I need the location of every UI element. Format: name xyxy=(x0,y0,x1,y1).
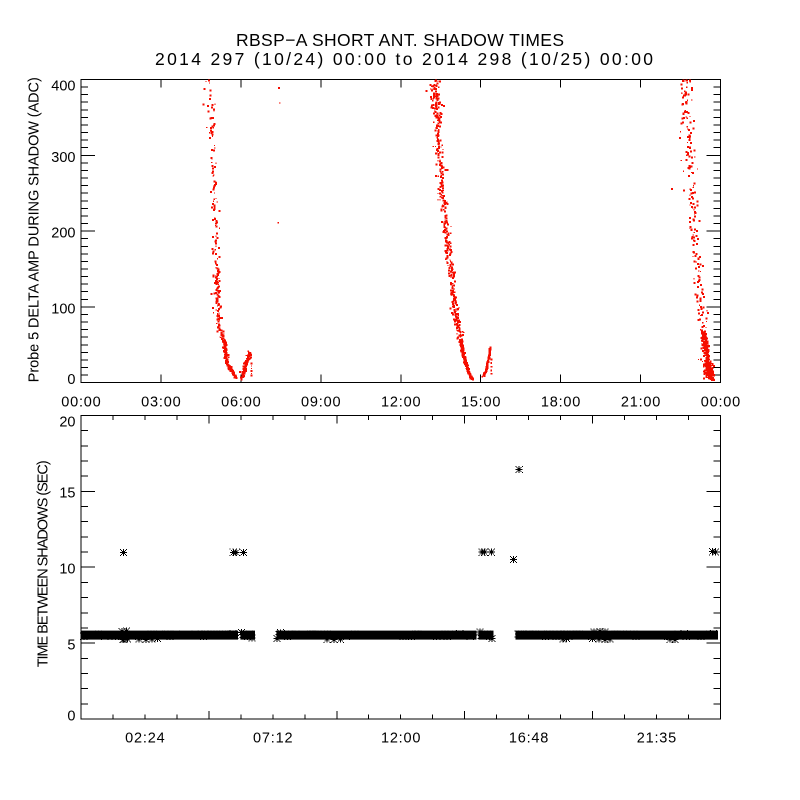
svg-text:TIME BETWEEN SHADOWS (SEC): TIME BETWEEN SHADOWS (SEC) xyxy=(35,460,51,667)
svg-text:10: 10 xyxy=(59,562,75,578)
svg-text:Probe 5 DELTA AMP DURING SHADO: Probe 5 DELTA AMP DURING SHADOW (ADC) xyxy=(26,77,42,382)
svg-text:2014 297 (10/24) 00:00 to 2014: 2014 297 (10/24) 00:00 to 2014 298 (10/2… xyxy=(155,49,653,69)
svg-text:07:12: 07:12 xyxy=(253,730,293,746)
svg-text:02:24: 02:24 xyxy=(125,730,165,746)
svg-text:21:35: 21:35 xyxy=(637,730,677,746)
svg-text:5: 5 xyxy=(67,637,75,653)
svg-text:400: 400 xyxy=(51,79,75,95)
svg-text:03:00: 03:00 xyxy=(141,394,181,410)
svg-text:0: 0 xyxy=(67,708,75,724)
svg-text:16:48: 16:48 xyxy=(509,730,549,746)
svg-text:00:00: 00:00 xyxy=(701,394,741,410)
svg-text:21:00: 21:00 xyxy=(621,394,661,410)
svg-text:00:00: 00:00 xyxy=(61,394,101,410)
svg-text:15:00: 15:00 xyxy=(461,394,501,410)
svg-text:100: 100 xyxy=(51,301,75,317)
svg-text:15: 15 xyxy=(59,486,75,502)
svg-text:20: 20 xyxy=(59,415,75,431)
svg-text:18:00: 18:00 xyxy=(541,394,581,410)
svg-text:200: 200 xyxy=(51,226,75,242)
svg-text:06:00: 06:00 xyxy=(221,394,261,410)
svg-text:300: 300 xyxy=(51,150,75,166)
svg-text:12:00: 12:00 xyxy=(381,730,421,746)
svg-text:RBSP−A SHORT ANT. SHADOW TIMES: RBSP−A SHORT ANT. SHADOW TIMES xyxy=(236,30,564,50)
svg-text:0: 0 xyxy=(67,372,75,388)
svg-text:12:00: 12:00 xyxy=(381,394,421,410)
svg-text:09:00: 09:00 xyxy=(301,394,341,410)
